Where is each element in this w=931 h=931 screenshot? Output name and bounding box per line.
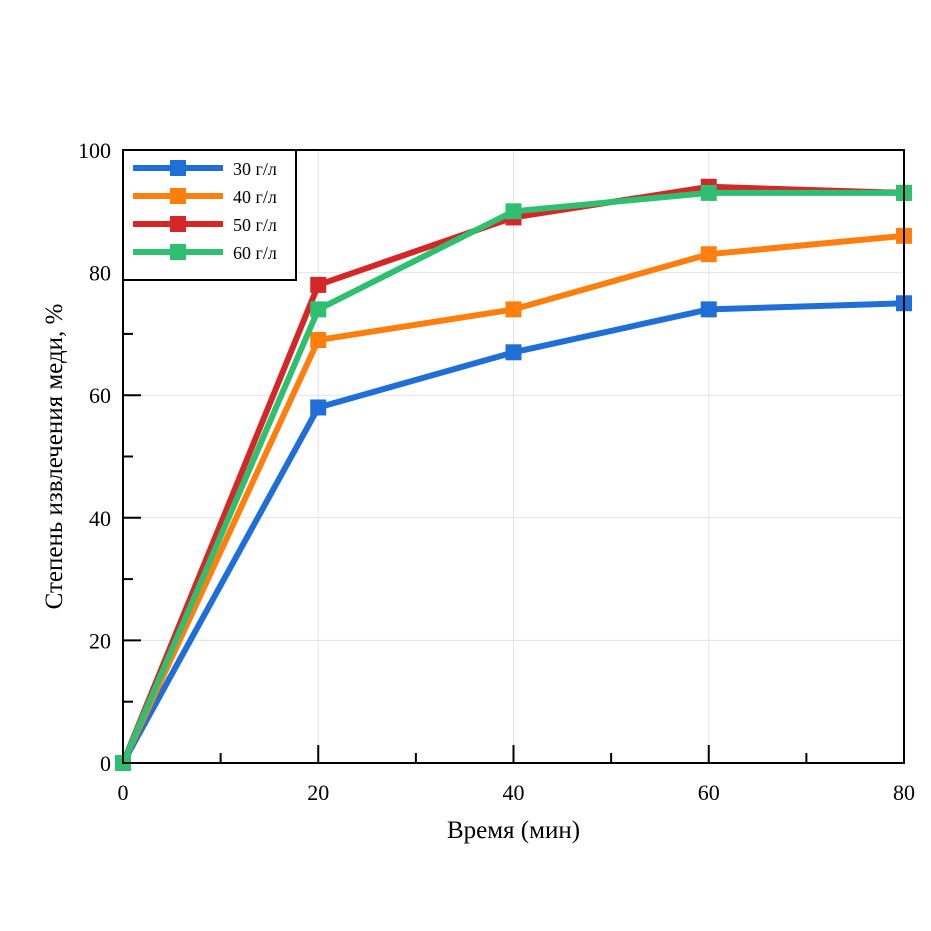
legend-item: 30 г/л — [133, 159, 277, 179]
data-point — [310, 399, 327, 416]
legend-label: 50 г/л — [233, 215, 277, 235]
y-tick-label: 20 — [89, 628, 111, 653]
legend-item: 40 г/л — [133, 187, 277, 207]
legend-marker — [170, 160, 186, 176]
data-point — [700, 301, 717, 318]
legend: 30 г/л 40 г/л 50 г/л 60 г/л — [122, 149, 297, 281]
tick-labels: 0 20 40 60 80 0 20 40 60 80 100 — [78, 138, 915, 805]
data-point — [505, 344, 522, 361]
legend-item: 50 г/л — [133, 215, 277, 235]
series-2 — [115, 227, 912, 771]
data-point — [310, 332, 327, 349]
data-point — [310, 276, 327, 293]
legend-marker — [170, 188, 186, 204]
legend-label: 60 г/л — [233, 243, 277, 263]
y-axis-label: Степень извлечения меди, % — [41, 304, 68, 610]
legend-label: 40 г/л — [233, 187, 277, 207]
x-tick-label: 0 — [118, 780, 129, 805]
legend-label: 30 г/л — [233, 159, 277, 179]
y-tick-label: 60 — [89, 383, 111, 408]
x-axis-label: Время (мин) — [447, 817, 580, 844]
x-tick-label: 40 — [503, 780, 525, 805]
legend-item: 60 г/л — [133, 243, 277, 263]
x-tick-label: 60 — [698, 780, 720, 805]
data-point — [310, 301, 327, 318]
y-tick-label: 40 — [89, 506, 111, 531]
x-tick-label: 80 — [893, 780, 915, 805]
legend-marker — [170, 216, 186, 232]
data-point — [505, 203, 522, 220]
x-tick-label: 20 — [307, 780, 329, 805]
y-tick-label: 80 — [89, 261, 111, 286]
legend-box — [122, 149, 297, 281]
data-point — [700, 184, 717, 201]
plot-frame — [122, 149, 905, 764]
data-point — [505, 301, 522, 318]
y-tick-label: 0 — [100, 751, 111, 776]
legend-marker — [170, 244, 186, 260]
data-point — [700, 246, 717, 263]
y-tick-label: 100 — [78, 138, 111, 163]
